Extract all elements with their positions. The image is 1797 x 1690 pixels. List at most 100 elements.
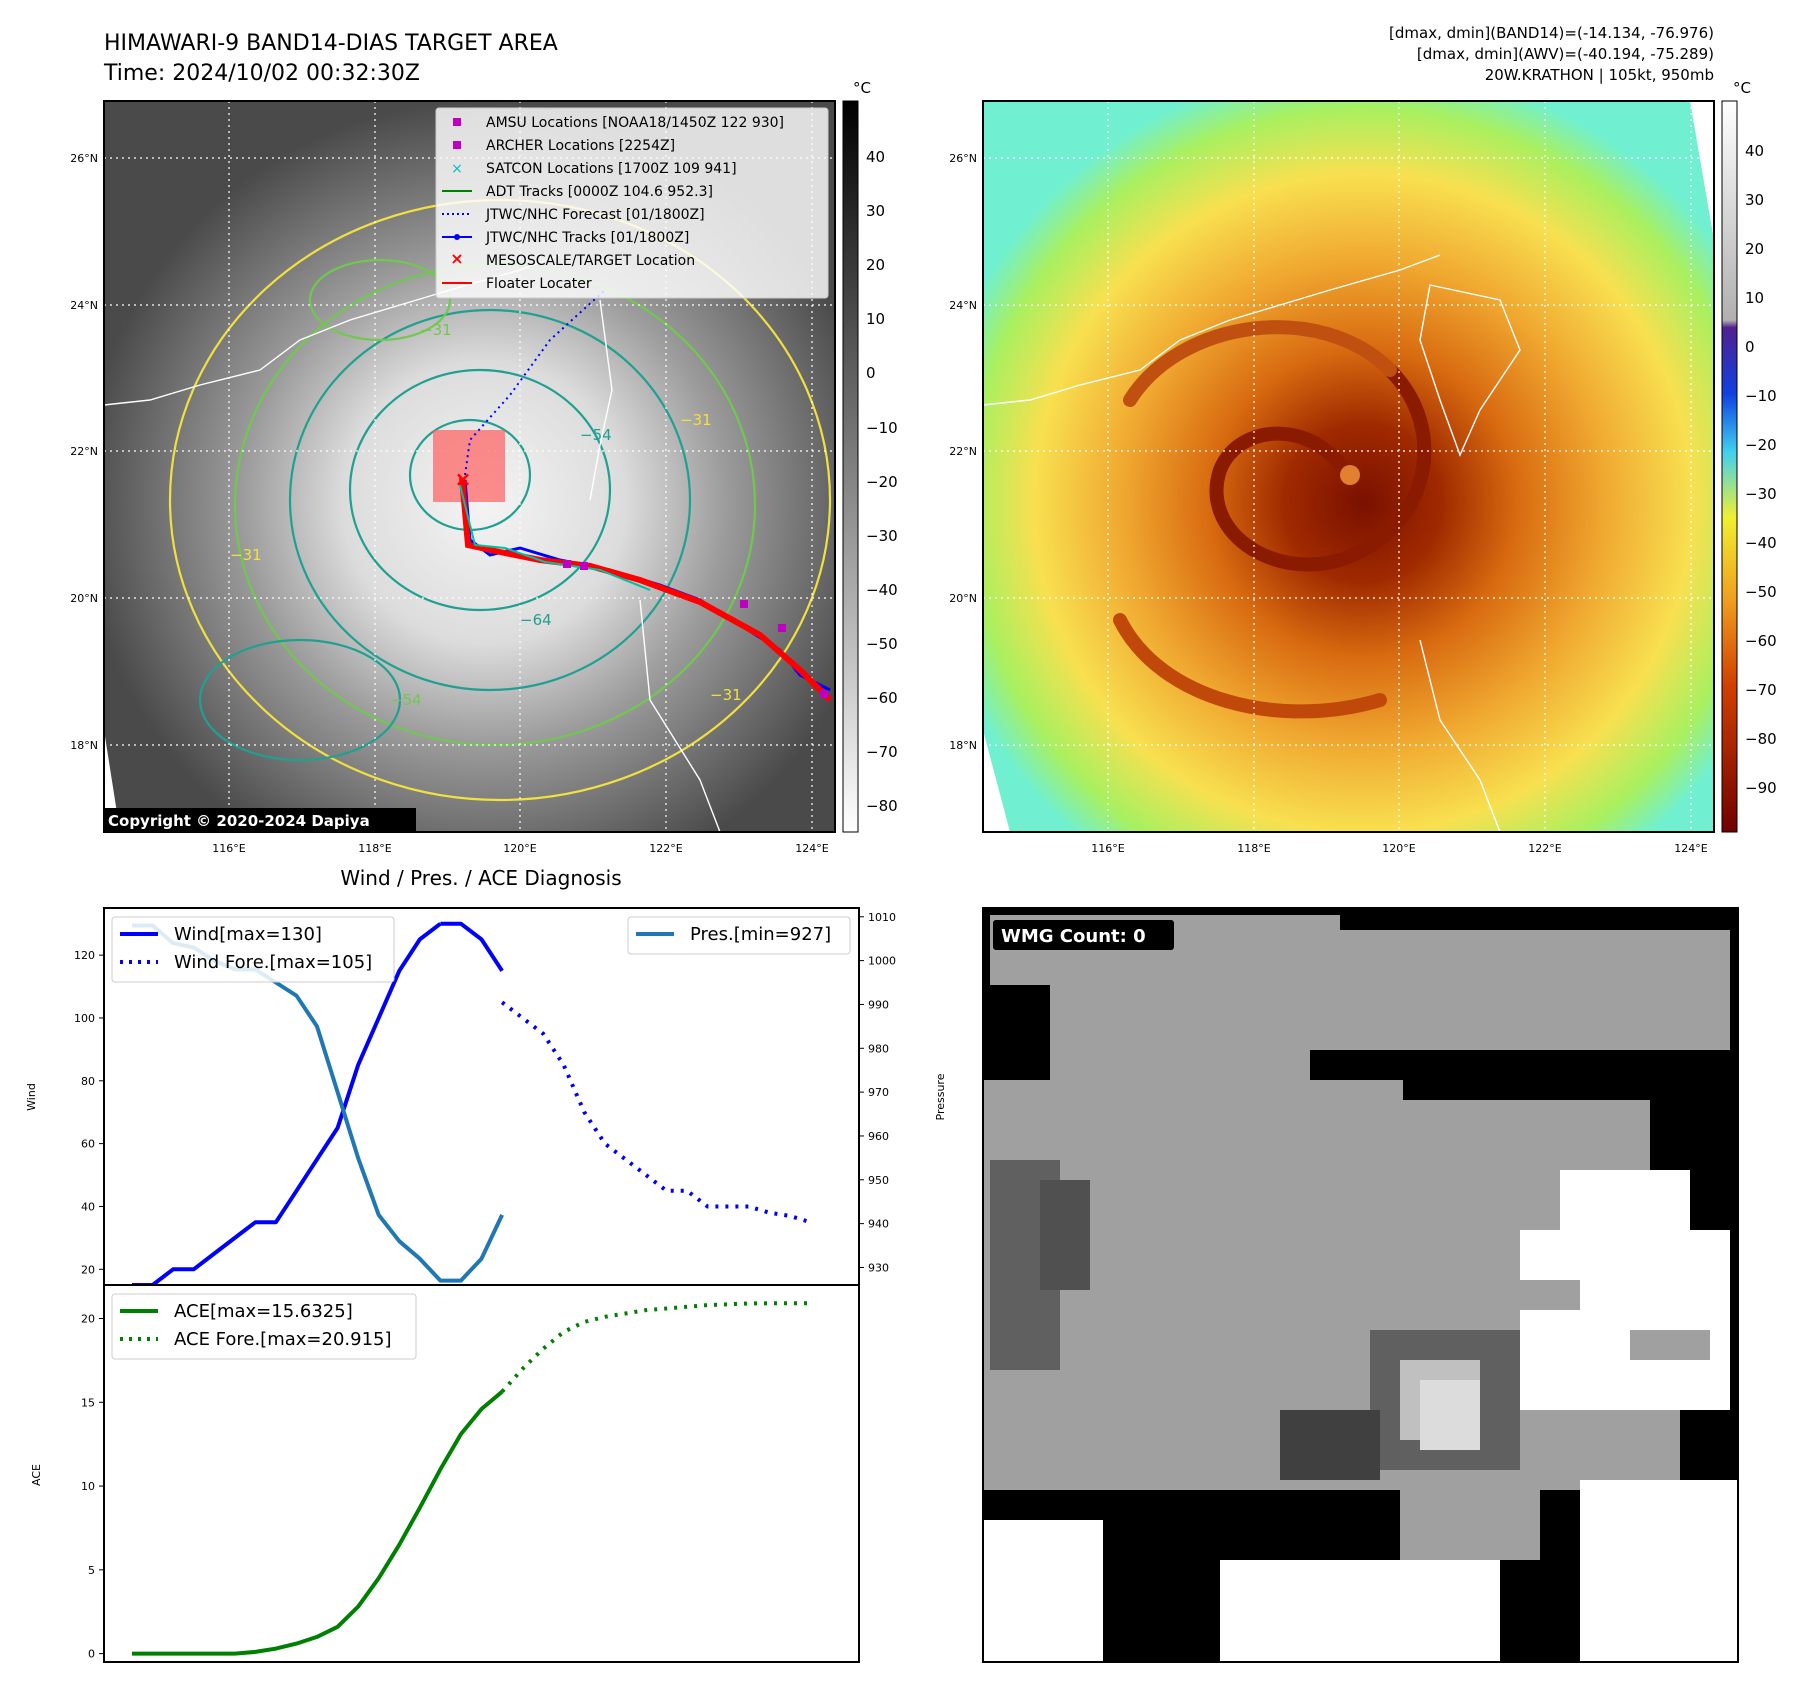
wmg-cell <box>1520 1230 1730 1410</box>
pressure-axis-label: Pressure <box>934 1073 947 1120</box>
pressure-tick-label: 960 <box>868 1130 889 1143</box>
coastline-taiwan <box>1419 284 1521 457</box>
legend-marker-satcon: × <box>451 161 463 177</box>
colorbar-tick: −80 <box>866 797 898 815</box>
wmg-cell <box>1560 1170 1690 1240</box>
pressure-tick-label: 970 <box>868 1086 889 1099</box>
right-satellite-map: 26°N 24°N 22°N 20°N 18°N 116°E 118°E 120… <box>949 79 1776 855</box>
colorbar-tick: −20 <box>1745 436 1777 454</box>
legend-label: Floater Locater <box>486 276 592 292</box>
left-map-lat-labels: 26°N 24°N 22°N 20°N 18°N <box>70 152 98 752</box>
pressure-tick-label: 930 <box>868 1261 889 1274</box>
legend-box <box>111 1293 417 1360</box>
amsu-marker <box>778 624 786 632</box>
colorbar-tick: −10 <box>1745 387 1777 405</box>
info-band14: [dmax, dmin](BAND14)=(-14.134, -76.976) <box>1389 24 1714 42</box>
colorbar-tick: −40 <box>866 581 898 599</box>
colorbar-tick: −30 <box>866 527 898 545</box>
wmg-cells <box>983 915 1738 1662</box>
ace-legend: ACE[max=15.6325] ACE Fore.[max=20.915] <box>111 1293 417 1360</box>
left-map-legend: × × AMSU Locations [NOAA18/1450Z 122 930… <box>435 107 829 299</box>
wind-line <box>132 922 442 1287</box>
left-map-frame <box>103 100 836 833</box>
ace-tick-label: 10 <box>81 1480 95 1493</box>
spiral-band <box>1123 320 1397 407</box>
wmg-cell <box>1580 1480 1738 1662</box>
colorbar-bar <box>842 100 859 833</box>
colorbar-tick: −60 <box>866 689 898 707</box>
colorbar-tick: 30 <box>1745 191 1764 209</box>
ace-axis-label: ACE <box>30 1464 43 1486</box>
contour-green-band <box>308 258 452 342</box>
legend-box <box>111 916 395 983</box>
right-map-nodata-right <box>1690 101 1714 240</box>
diagnosis-panel: Wind / Pres. / ACE Diagnosis 20406080100… <box>25 866 947 1663</box>
colorbar-tick: 10 <box>866 310 885 328</box>
amsu-markers <box>563 560 828 698</box>
lon-label: 124°E <box>795 842 828 855</box>
colorbar-tick: −50 <box>866 635 898 653</box>
amsu-marker <box>740 600 748 608</box>
legend-label: AMSU Locations [NOAA18/1450Z 122 930] <box>486 115 784 131</box>
colorbar-tick: 10 <box>1745 289 1764 307</box>
lon-label: 116°E <box>1091 842 1124 855</box>
ace-tick-label: 5 <box>88 1564 95 1577</box>
lat-label: 24°N <box>70 299 98 312</box>
pressure-tick-label: 1000 <box>868 955 896 968</box>
wmg-count-label: WMG Count: 0 <box>1001 926 1146 947</box>
legend-marker-amsu <box>453 118 461 126</box>
legend-label: JTWC/NHC Forecast [01/1800Z] <box>485 207 705 223</box>
pressure-tick-label: 940 <box>868 1218 889 1231</box>
lon-label: 122°E <box>649 842 682 855</box>
lon-label: 124°E <box>1674 842 1707 855</box>
contour-label: −31 <box>420 321 452 339</box>
wmg-label-box <box>993 920 1174 950</box>
colorbar-tick: 40 <box>1745 142 1764 160</box>
right-map-gridlines <box>983 101 1714 832</box>
amsu-marker <box>563 560 571 568</box>
lat-label: 18°N <box>949 739 977 752</box>
target-x-marker: × <box>455 467 472 491</box>
contour-label: −64 <box>520 611 552 629</box>
lat-label: 26°N <box>70 152 98 165</box>
coastline-china <box>983 254 1441 406</box>
copyright-text: Copyright © 2020-2024 Dapiya <box>108 812 370 830</box>
wmg-cell <box>1420 1380 1480 1450</box>
colorbar-tick: −60 <box>1745 632 1777 650</box>
lon-label: 118°E <box>358 842 391 855</box>
wind-tick-label: 120 <box>74 949 95 962</box>
colorbar-tick: 30 <box>866 202 885 220</box>
colorbar-bar <box>1721 100 1738 833</box>
ace-forecast-line <box>500 1301 811 1394</box>
right-map-lon-labels: 116°E 118°E 120°E 122°E 124°E <box>1091 842 1707 855</box>
right-map-nodata-left <box>983 730 1010 832</box>
legend-label: SATCON Locations [1700Z 109 941] <box>486 161 737 177</box>
pressure-tick-label: 990 <box>868 998 889 1011</box>
ace-tick-label: 20 <box>81 1313 95 1326</box>
wind-tick-label: 20 <box>81 1263 95 1276</box>
pressure-tick-label: 980 <box>868 1042 889 1055</box>
spiral-band <box>1113 613 1387 719</box>
ace-line <box>132 1390 504 1656</box>
wmg-cell <box>983 1520 1103 1662</box>
lon-label: 120°E <box>503 842 536 855</box>
diagnosis-title: Wind / Pres. / ACE Diagnosis <box>340 866 621 890</box>
pressure-legend: Pres.[min=927] <box>627 916 851 955</box>
left-colorbar: °C 40 30 20 10 0 −10 −20 −30 −40 −50 −60… <box>842 79 898 833</box>
satcon-track <box>459 484 651 591</box>
legend-label: Pres.[min=927] <box>690 924 831 945</box>
storm-eye <box>1340 465 1360 485</box>
legend-label: MESOSCALE/TARGET Location <box>486 253 695 269</box>
wind-axis-ticks: 20 40 60 80 100 120 <box>74 949 104 1276</box>
colorbar-tick: 0 <box>1745 338 1755 356</box>
colorbar-tick: −70 <box>866 743 898 761</box>
lat-label: 24°N <box>949 299 977 312</box>
right-map-spiral-bands <box>1113 320 1432 719</box>
timestamp: Time: 2024/10/02 00:32:30Z <box>103 61 420 86</box>
colorbar-unit: °C <box>853 79 871 97</box>
contour-label: −31 <box>230 546 262 564</box>
legend-label: Wind[max=130] <box>174 924 322 945</box>
contour-teal-outer <box>288 308 692 692</box>
ace-axis-ticks: 0 5 10 15 20 <box>81 1313 104 1661</box>
contour-label: −54 <box>390 691 422 709</box>
